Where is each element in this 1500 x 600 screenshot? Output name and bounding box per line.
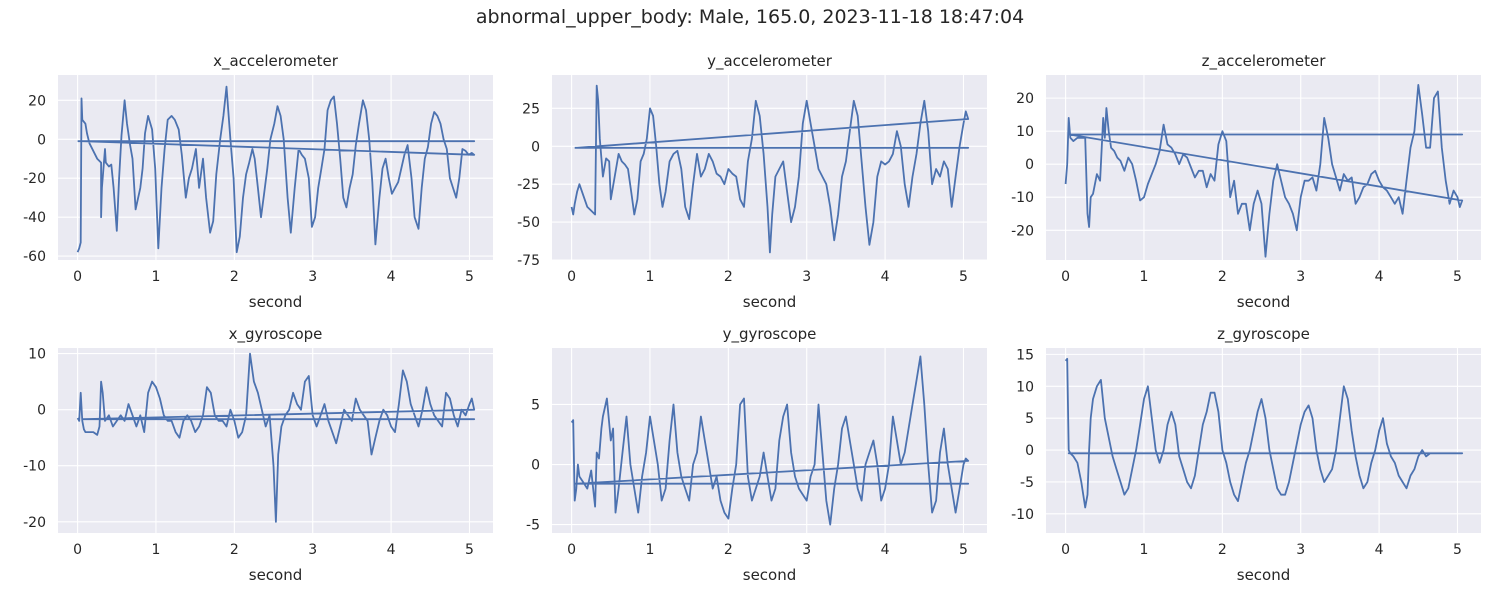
panel-title: x_gyroscope (229, 325, 323, 344)
x-tick-label: 2 (1218, 269, 1227, 285)
y-tick-label: 5 (1025, 411, 1034, 427)
plot-area (1046, 348, 1481, 533)
y-tick-label: -60 (23, 249, 46, 265)
series-line (76, 352, 476, 523)
x-axis-label: second (249, 293, 303, 311)
panel-title: x_accelerometer (213, 52, 339, 71)
y-tick-label: 10 (1016, 379, 1034, 395)
x-tick-label: 1 (646, 269, 655, 285)
x-tick-label: 1 (152, 542, 161, 558)
y-tick-label: -40 (23, 210, 46, 226)
series-line (76, 85, 476, 254)
y-tick-label: -5 (1020, 475, 1034, 491)
x-tick-label: 5 (1453, 542, 1462, 558)
x-tick-label: 3 (802, 542, 811, 558)
x-tick-label: 2 (1218, 542, 1227, 558)
series-line (570, 84, 970, 254)
x-tick-label: 3 (308, 542, 317, 558)
x-axis-label: second (1237, 566, 1291, 584)
x-tick-label: 4 (387, 269, 396, 285)
y-tick-label: 0 (531, 139, 540, 155)
figure-title: abnormal_upper_body: Male, 165.0, 2023-1… (475, 6, 1025, 28)
x-tick-label: 4 (1375, 269, 1384, 285)
y-tick-label: -20 (23, 515, 46, 531)
series-line (570, 355, 970, 526)
x-tick-label: 0 (567, 269, 576, 285)
x-tick-label: 3 (802, 269, 811, 285)
x-tick-label: 5 (465, 269, 474, 285)
x-tick-label: 4 (881, 269, 890, 285)
x-tick-label: 0 (73, 542, 82, 558)
y-tick-label: 10 (28, 347, 46, 363)
x-axis-label: second (1237, 293, 1291, 311)
y-tick-label: 0 (531, 458, 540, 474)
y-tick-label: -75 (517, 253, 540, 269)
x-tick-label: 1 (1140, 542, 1149, 558)
x-tick-label: 4 (1375, 542, 1384, 558)
x-tick-label: 3 (1296, 269, 1305, 285)
x-tick-label: 1 (646, 542, 655, 558)
x-tick-label: 1 (1140, 269, 1149, 285)
x-axis-label: second (249, 566, 303, 584)
y-tick-label: -20 (23, 171, 46, 187)
x-tick-label: 0 (567, 542, 576, 558)
y-tick-label: 20 (28, 93, 46, 109)
y-tick-label: -5 (526, 518, 540, 534)
x-tick-label: 5 (465, 542, 474, 558)
x-axis-label: second (743, 293, 797, 311)
y-tick-label: 0 (1025, 157, 1034, 173)
x-tick-label: 2 (230, 542, 239, 558)
y-tick-label: -10 (23, 459, 46, 475)
y-tick-label: 0 (37, 132, 46, 148)
y-tick-label: -10 (1011, 190, 1034, 206)
x-tick-label: 5 (959, 542, 968, 558)
panel-title: z_gyroscope (1217, 325, 1310, 344)
panel-title: y_accelerometer (707, 52, 833, 71)
x-tick-label: 0 (1061, 269, 1070, 285)
y-tick-label: 20 (1016, 91, 1034, 107)
panel-title: y_gyroscope (723, 325, 817, 344)
plot-area (58, 75, 493, 260)
x-tick-label: 1 (152, 269, 161, 285)
y-tick-label: -25 (517, 177, 540, 193)
panel-title: z_accelerometer (1202, 52, 1327, 71)
y-tick-label: 15 (1016, 347, 1034, 363)
y-tick-label: 0 (1025, 443, 1034, 459)
y-tick-label: 25 (522, 101, 540, 117)
y-tick-label: 5 (531, 397, 540, 413)
x-tick-label: 4 (881, 542, 890, 558)
x-tick-label: 5 (959, 269, 968, 285)
x-tick-label: 0 (73, 269, 82, 285)
series-line (1064, 84, 1464, 258)
x-tick-label: 2 (230, 269, 239, 285)
y-tick-label: -50 (517, 215, 540, 231)
series-line (1064, 357, 1464, 509)
x-tick-label: 0 (1061, 542, 1070, 558)
x-tick-label: 2 (724, 542, 733, 558)
x-tick-label: 5 (1453, 269, 1462, 285)
y-tick-label: -20 (1011, 223, 1034, 239)
x-tick-label: 4 (387, 542, 396, 558)
y-tick-label: 10 (1016, 124, 1034, 140)
x-axis-label: second (743, 566, 797, 584)
x-tick-label: 3 (308, 269, 317, 285)
x-tick-label: 2 (724, 269, 733, 285)
y-tick-label: -10 (1011, 507, 1034, 523)
y-tick-label: 0 (37, 403, 46, 419)
x-tick-label: 3 (1296, 542, 1305, 558)
